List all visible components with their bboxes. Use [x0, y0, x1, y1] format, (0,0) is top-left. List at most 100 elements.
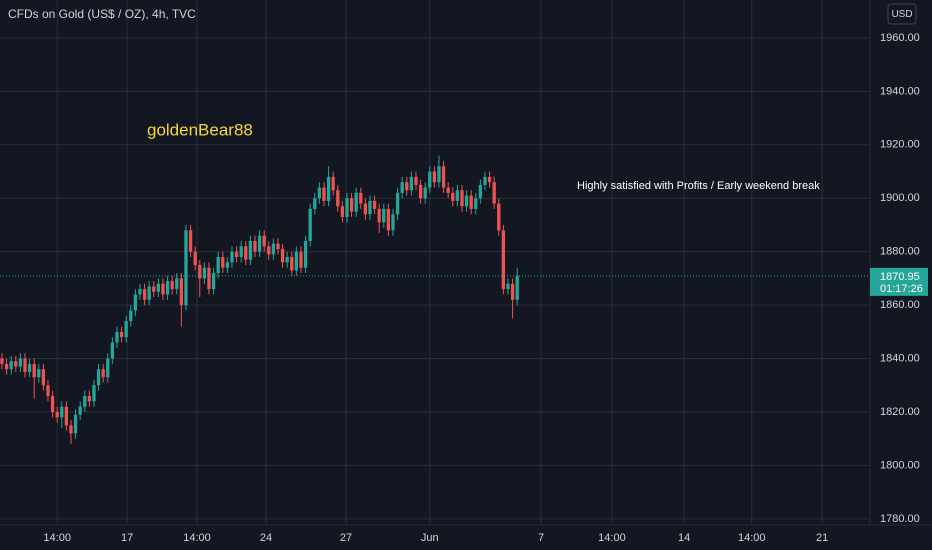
y-tick-label: 1920.00 — [880, 139, 920, 151]
candle-body — [207, 267, 211, 290]
candle-body — [331, 176, 335, 191]
annotation: goldenBear88 — [147, 120, 253, 139]
candle-body — [27, 363, 32, 372]
candle-body — [60, 406, 64, 418]
y-tick-label: 1800.00 — [880, 459, 920, 471]
candle-body — [147, 286, 151, 300]
candle-body — [115, 331, 119, 343]
candle-body — [230, 251, 234, 263]
candle-body — [271, 243, 276, 255]
candle-body — [193, 251, 197, 266]
candle-body — [23, 358, 27, 372]
candle-body — [156, 283, 161, 292]
candle-body — [437, 166, 441, 183]
x-tick-label: 14:00 — [738, 532, 766, 544]
candle-body — [395, 192, 400, 215]
candle-body — [129, 310, 133, 322]
candle-body — [506, 283, 510, 290]
candle-body — [299, 251, 303, 268]
candle-body — [460, 190, 464, 207]
candle-body — [317, 187, 322, 199]
chart-title: CFDs on Gold (US$ / OZ), 4h, TVC — [8, 7, 196, 21]
candle-body — [101, 369, 105, 378]
candle-body — [290, 257, 294, 271]
candle-body — [501, 230, 506, 290]
x-tick-label: 14 — [678, 532, 690, 544]
candle-body — [179, 278, 184, 306]
candle-body — [451, 192, 455, 201]
candle-body — [386, 208, 391, 231]
candle-body — [73, 414, 78, 434]
candle-body — [216, 257, 220, 274]
candle-body — [78, 406, 82, 415]
candle-body — [211, 273, 216, 290]
candle-body — [409, 176, 414, 191]
candle-body — [446, 187, 450, 193]
candle-body — [377, 208, 381, 223]
currency-button[interactable] — [887, 3, 917, 25]
candle-body — [368, 200, 372, 215]
candle-body — [303, 240, 308, 268]
y-tick-label: 1860.00 — [880, 299, 920, 311]
candle-body — [391, 214, 395, 231]
candle-body — [4, 363, 9, 370]
candle-body — [234, 251, 239, 258]
candle-body — [423, 187, 427, 199]
y-tick-label: 1900.00 — [880, 192, 920, 204]
candle-body — [363, 203, 368, 215]
candle-body — [418, 184, 423, 199]
candle-body — [106, 358, 110, 378]
x-tick-label: 27 — [340, 532, 352, 544]
candle-body — [497, 203, 501, 231]
candle-body — [322, 187, 326, 201]
candle-body — [487, 176, 492, 183]
price-label-box — [870, 267, 928, 296]
candle-body — [170, 281, 174, 290]
candle-body — [244, 246, 248, 260]
candle-body — [478, 184, 483, 199]
candle-body — [262, 235, 266, 247]
candle-body — [492, 182, 496, 204]
candle-body — [41, 369, 46, 386]
candle-body — [87, 395, 92, 402]
currency-label[interactable]: USD — [891, 9, 912, 20]
candle-body — [138, 289, 142, 295]
candle-body — [221, 257, 225, 268]
candle-body — [248, 240, 253, 260]
candle-body — [382, 208, 386, 223]
candle-body — [18, 358, 23, 367]
candle-body — [133, 294, 138, 311]
x-tick-label: Jun — [421, 532, 439, 544]
candle-body — [184, 230, 188, 306]
candle-body — [336, 190, 340, 207]
candle-body — [55, 411, 59, 418]
candle-body — [110, 342, 115, 359]
candle-body — [46, 385, 50, 396]
candle-body — [340, 206, 345, 217]
candle-body — [455, 190, 460, 201]
candle-body — [202, 267, 207, 279]
candle-body — [313, 198, 317, 209]
candle-body — [469, 195, 473, 209]
candle-body — [69, 425, 73, 434]
candle-body — [280, 249, 285, 263]
candle-body — [257, 235, 262, 252]
candle-body — [441, 166, 446, 188]
y-tick-label: 1840.00 — [880, 352, 920, 364]
candle-body — [464, 195, 469, 207]
candle-body — [50, 395, 55, 412]
candle-body — [165, 281, 170, 295]
candle-body — [428, 171, 432, 188]
candle-body — [32, 363, 36, 378]
x-tick-label: 14:00 — [183, 532, 211, 544]
candle-body — [483, 176, 487, 185]
candle-body — [142, 289, 147, 300]
candle-body — [119, 331, 124, 338]
y-tick-label: 1820.00 — [880, 406, 920, 418]
candle-body — [345, 198, 349, 217]
candle-body — [253, 240, 257, 252]
y-tick-label: 1960.00 — [880, 32, 920, 44]
candle-body — [14, 361, 18, 367]
candle-body — [405, 182, 409, 191]
